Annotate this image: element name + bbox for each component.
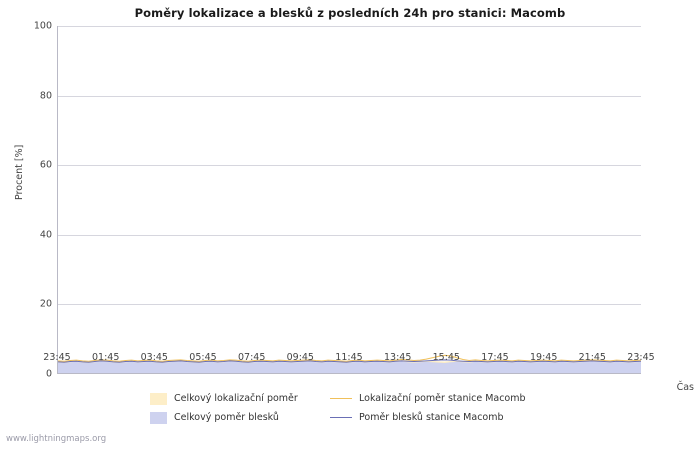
gridline-80 bbox=[58, 95, 641, 97]
gridline-20 bbox=[58, 304, 641, 306]
x-tick-1: 01:45 bbox=[91, 352, 120, 363]
x-tick-4: 07:45 bbox=[237, 352, 266, 363]
legend-swatch-icon bbox=[150, 392, 167, 405]
x-tick-10: 19:45 bbox=[529, 352, 558, 363]
gridline-100 bbox=[58, 26, 641, 27]
legend-row-1: Celkový lokalizační poměr Lokalizační po… bbox=[150, 389, 630, 408]
legend-line-icon bbox=[330, 398, 352, 399]
x-tick-3: 05:45 bbox=[189, 352, 217, 363]
legend-line-icon bbox=[330, 417, 352, 418]
x-tick-12: 23:45 bbox=[627, 352, 655, 363]
legend-swatch-icon bbox=[150, 411, 167, 424]
y-tick-20: 20 bbox=[39, 298, 52, 310]
y-axis-title: Procent [%] bbox=[14, 144, 25, 200]
x-tick-6: 11:45 bbox=[335, 352, 363, 363]
y-tick-0: 0 bbox=[45, 368, 52, 380]
legend-item-lokalizacni-pomer-stanice: Lokalizační poměr stanice Macomb bbox=[330, 393, 526, 404]
x-tick-9: 17:45 bbox=[481, 352, 509, 363]
gridline-60 bbox=[58, 165, 641, 167]
y-tick-80: 80 bbox=[39, 90, 52, 102]
legend-item-celkovy-pomer-blesku: Celkový poměr blesků bbox=[150, 411, 330, 424]
gridline-40 bbox=[58, 234, 641, 236]
y-axis: 100 80 60 40 20 0 bbox=[0, 21, 57, 380]
x-tick-5: 09:45 bbox=[286, 352, 314, 363]
y-tick-100: 100 bbox=[33, 20, 52, 32]
y-tick-40: 40 bbox=[39, 229, 52, 241]
legend-item-pomer-blesku-stanice: Poměr blesků stanice Macomb bbox=[330, 412, 504, 423]
x-axis-title: Čas bbox=[676, 382, 694, 393]
legend-label: Celkový poměr blesků bbox=[174, 412, 279, 423]
watermark: www.lightningmaps.org bbox=[6, 434, 107, 444]
series-plot bbox=[58, 26, 641, 373]
legend-item-celkovy-lokalizacni-pomer: Celkový lokalizační poměr bbox=[150, 392, 330, 405]
x-tick-2: 03:45 bbox=[140, 352, 168, 363]
legend-label: Celkový lokalizační poměr bbox=[174, 393, 298, 404]
x-tick-11: 21:45 bbox=[578, 352, 606, 363]
plot-area bbox=[57, 26, 641, 374]
x-tick-0: 23:45 bbox=[43, 352, 71, 363]
legend-row-2: Celkový poměr blesků Poměr blesků stanic… bbox=[150, 408, 630, 427]
chart-title: Poměry lokalizace a blesků z posledních … bbox=[134, 6, 566, 20]
x-tick-7: 13:45 bbox=[383, 352, 412, 363]
legend-label: Lokalizační poměr stanice Macomb bbox=[359, 393, 526, 404]
chart-legend: Celkový lokalizační poměr Lokalizační po… bbox=[150, 389, 630, 427]
legend-label: Poměr blesků stanice Macomb bbox=[359, 412, 504, 423]
x-tick-8: 15:45 bbox=[432, 352, 460, 363]
y-tick-60: 60 bbox=[39, 159, 52, 171]
